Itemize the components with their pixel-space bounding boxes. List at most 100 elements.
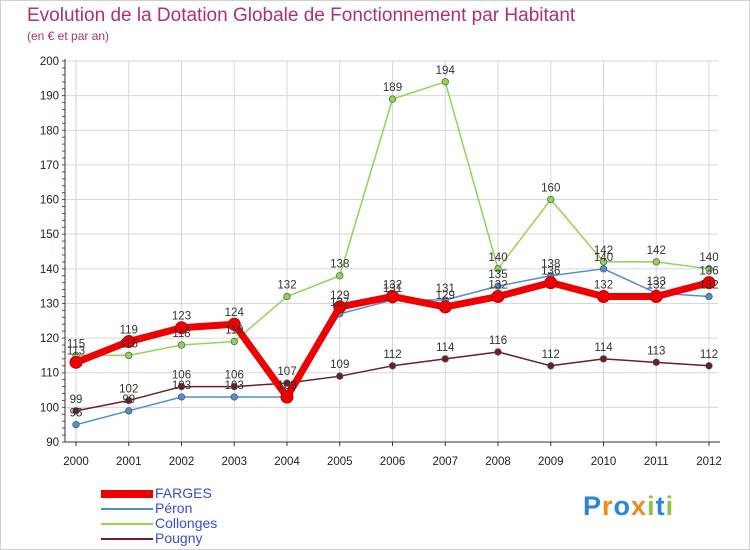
data-label-péron: 132 [699,280,718,292]
data-point-péron [125,407,133,415]
data-point-péron [72,421,80,429]
data-label-farges: 124 [225,307,245,319]
logo-letter: i [665,491,675,521]
data-label-péron: 135 [488,269,507,281]
data-label-farges: 119 [120,325,138,337]
data-label-farges: 136 [699,266,718,278]
data-label-pougny: 106 [225,370,244,382]
data-point-pougny [547,362,555,370]
data-point-pougny [177,382,186,391]
data-label-collonges: 115 [67,338,85,350]
x-tick-label: 2005 [327,456,353,468]
y-tick-label: 140 [40,264,59,276]
data-point-pougny [441,355,449,363]
data-label-farges: 123 [172,311,191,323]
data-label-farges: 103 [277,380,296,392]
legend-label: FARGES [155,485,212,501]
y-tick-label: 170 [40,160,59,172]
legend-swatch [101,538,153,540]
data-point-collonges [283,292,291,301]
data-point-péron [230,393,238,401]
data-label-pougny: 112 [383,349,401,361]
data-label-pougny: 112 [700,349,718,361]
data-point-collonges [547,195,555,204]
x-tick-label: 2008 [485,456,511,468]
legend-label: Péron [155,500,193,516]
value-label-layer: 113 119 123 124 103 129 132 129 132 136 132 132 136 9… [67,65,719,420]
logo-letter: t [655,491,666,521]
data-point-péron [177,393,186,401]
data-label-péron: 138 [541,259,560,271]
data-point-collonges [336,272,344,280]
chart-title: Evolution de la Dotation Globale de Fonc… [27,5,576,26]
data-label-collonges: 189 [383,82,402,94]
logo-letter: i [647,491,656,521]
y-tick-label: 100 [40,402,59,414]
data-label-pougny: 114 [436,342,455,354]
data-label-farges: 113 [67,345,85,357]
y-tick-label: 200 [40,56,59,68]
y-tick-label: 180 [40,125,59,137]
data-label-pougny: 99 [70,394,83,406]
data-point-collonges [705,265,713,273]
x-tick-label: 2011 [644,456,669,468]
data-label-péron: 99 [122,394,135,406]
logo-letter: o [613,491,632,521]
x-tick-label: 2004 [274,456,300,468]
data-label-péron: 103 [172,380,191,392]
data-label-farges: 132 [647,280,666,292]
data-label-pougny: 102 [119,383,138,395]
data-point-farges [280,390,294,404]
data-label-péron: 131 [383,283,402,295]
data-point-pougny [125,396,133,405]
x-tick-label: 2001 [116,456,142,468]
data-label-collonges: 115 [120,338,138,350]
data-label-collonges: 138 [330,259,349,271]
proxiti-logo: Proxiti [583,491,674,522]
data-label-pougny: 114 [594,342,613,354]
grid-layer [65,60,718,443]
data-point-farges [122,335,136,349]
data-point-farges [386,290,399,304]
data-point-farges [227,317,241,331]
legend-swatch [101,508,153,510]
y-tick-label: 130 [40,298,59,310]
x-tick-label: 2003 [221,456,247,468]
y-tick-label: 150 [40,229,59,241]
legend-label: Collonges [155,515,218,531]
data-label-collonges: 142 [594,245,613,257]
data-point-péron [494,282,502,290]
data-point-farges [544,276,558,290]
data-label-farges: 132 [488,280,507,292]
data-point-pougny [388,362,397,370]
data-label-farges: 129 [436,290,455,302]
x-tick-label: 2010 [591,456,617,468]
data-label-collonges: 142 [647,245,666,257]
x-tick-label: 2009 [538,456,564,468]
data-label-péron: 95 [70,408,83,420]
data-label-péron: 103 [277,380,296,392]
data-point-farges [702,276,716,290]
data-label-péron: 103 [225,380,244,392]
data-label-pougny: 106 [172,370,191,382]
data-label-pougny: 107 [277,366,296,378]
data-label-farges: 132 [383,280,402,292]
data-point-pougny [336,372,344,380]
data-point-pougny [283,379,291,387]
x-tick-label: 2012 [696,456,722,468]
data-point-collonges [652,258,660,266]
data-label-collonges: 194 [436,65,456,77]
data-point-collonges [388,95,397,103]
data-label-péron: 127 [330,297,349,309]
data-label-pougny: 116 [489,335,507,347]
data-point-pougny [599,355,608,363]
data-point-pougny [705,362,713,370]
x-tick-label: 2002 [169,456,195,468]
logo-letter: P [583,491,603,521]
data-point-péron [599,265,608,273]
data-label-péron: 133 [647,276,666,288]
data-label-collonges: 118 [172,328,190,340]
data-point-péron [705,292,713,301]
data-label-collonges: 132 [277,280,296,292]
data-point-pougny [652,358,660,366]
